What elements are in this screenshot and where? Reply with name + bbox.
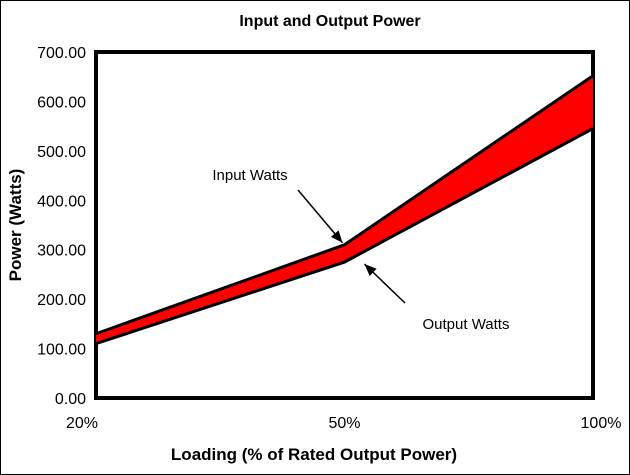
arrowhead bbox=[364, 264, 377, 276]
y-tick-label: 200.00 bbox=[37, 292, 86, 309]
input-watts-line bbox=[95, 74, 594, 336]
plot-area bbox=[94, 50, 595, 400]
y-tick-label: 100.00 bbox=[37, 342, 86, 359]
annotations: Input Watts Output Watts bbox=[212, 167, 509, 333]
y-axis-title: Power (Watts) bbox=[6, 169, 25, 282]
output-watts-annotation: Output Watts bbox=[423, 316, 510, 333]
y-tick-label: 300.00 bbox=[37, 243, 86, 260]
input-watts-annotation: Input Watts bbox=[212, 167, 287, 184]
x-tick-label: 100% bbox=[581, 415, 622, 432]
output-watts-line bbox=[95, 127, 594, 346]
x-tick-label: 20% bbox=[66, 415, 98, 432]
y-tick-label: 700.00 bbox=[37, 45, 86, 62]
x-tick-label: 50% bbox=[328, 415, 360, 432]
y-tick-label: 0.00 bbox=[55, 391, 86, 408]
x-axis-title: Loading (% of Rated Output Power) bbox=[171, 445, 457, 464]
y-tick-label: 600.00 bbox=[37, 94, 86, 111]
y-tick-label: 500.00 bbox=[37, 144, 86, 161]
arrowhead bbox=[330, 230, 343, 243]
chart-title: Input and Output Power bbox=[239, 13, 420, 30]
y-axis-ticks: 0.00 100.00 200.00 300.00 400.00 500.00 600.00… bbox=[37, 45, 86, 408]
x-axis-ticks: 20% 50% 100% bbox=[66, 415, 621, 432]
y-tick-label: 400.00 bbox=[37, 193, 86, 210]
